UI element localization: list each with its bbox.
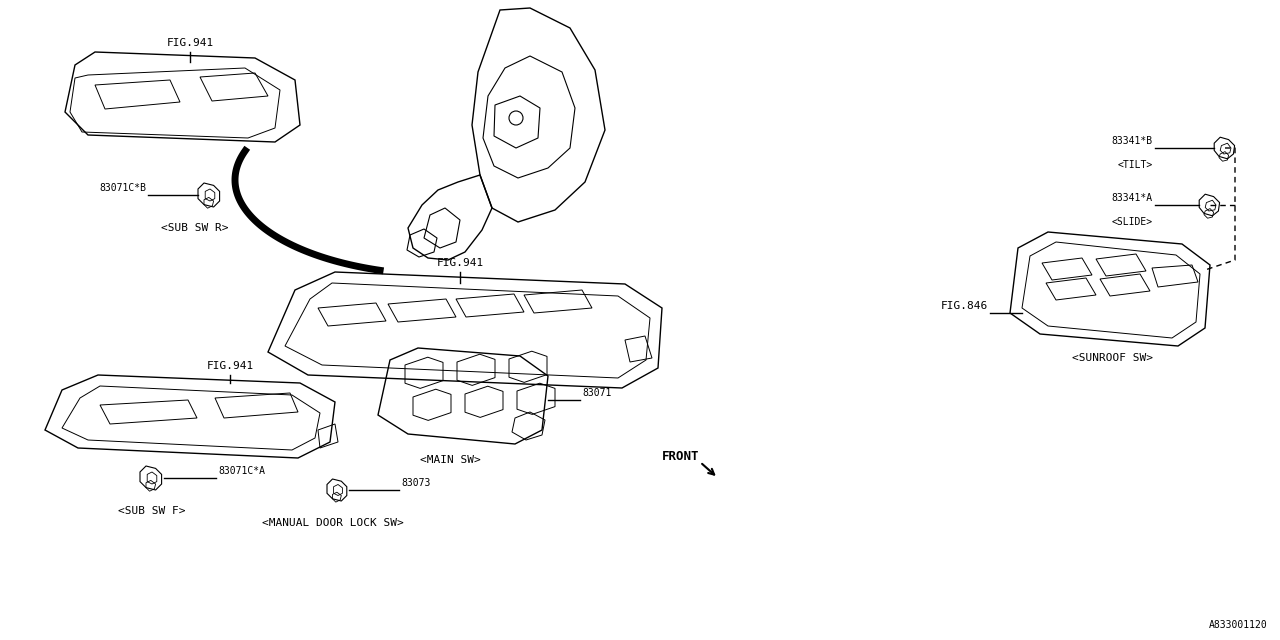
Text: <SLIDE>: <SLIDE> — [1112, 217, 1153, 227]
Text: FRONT: FRONT — [662, 449, 699, 463]
Text: FIG.846: FIG.846 — [941, 301, 988, 311]
Text: 83071C*A: 83071C*A — [218, 466, 265, 476]
Text: 83071: 83071 — [582, 388, 612, 398]
Text: <SUB SW R>: <SUB SW R> — [161, 223, 229, 233]
Text: 83071C*B: 83071C*B — [99, 183, 146, 193]
Text: <SUNROOF SW>: <SUNROOF SW> — [1071, 353, 1152, 363]
Text: A833001120: A833001120 — [1210, 620, 1268, 630]
Text: 83341*A: 83341*A — [1112, 193, 1153, 203]
Text: <MAIN SW>: <MAIN SW> — [420, 455, 480, 465]
Text: <TILT>: <TILT> — [1117, 160, 1153, 170]
Text: FIG.941: FIG.941 — [166, 38, 214, 48]
Text: <MANUAL DOOR LOCK SW>: <MANUAL DOOR LOCK SW> — [262, 518, 404, 528]
Text: FIG.941: FIG.941 — [206, 361, 253, 371]
Text: 83073: 83073 — [401, 478, 430, 488]
Text: <SUB SW F>: <SUB SW F> — [118, 506, 186, 516]
Text: FIG.941: FIG.941 — [436, 258, 484, 268]
Text: 83341*B: 83341*B — [1112, 136, 1153, 146]
